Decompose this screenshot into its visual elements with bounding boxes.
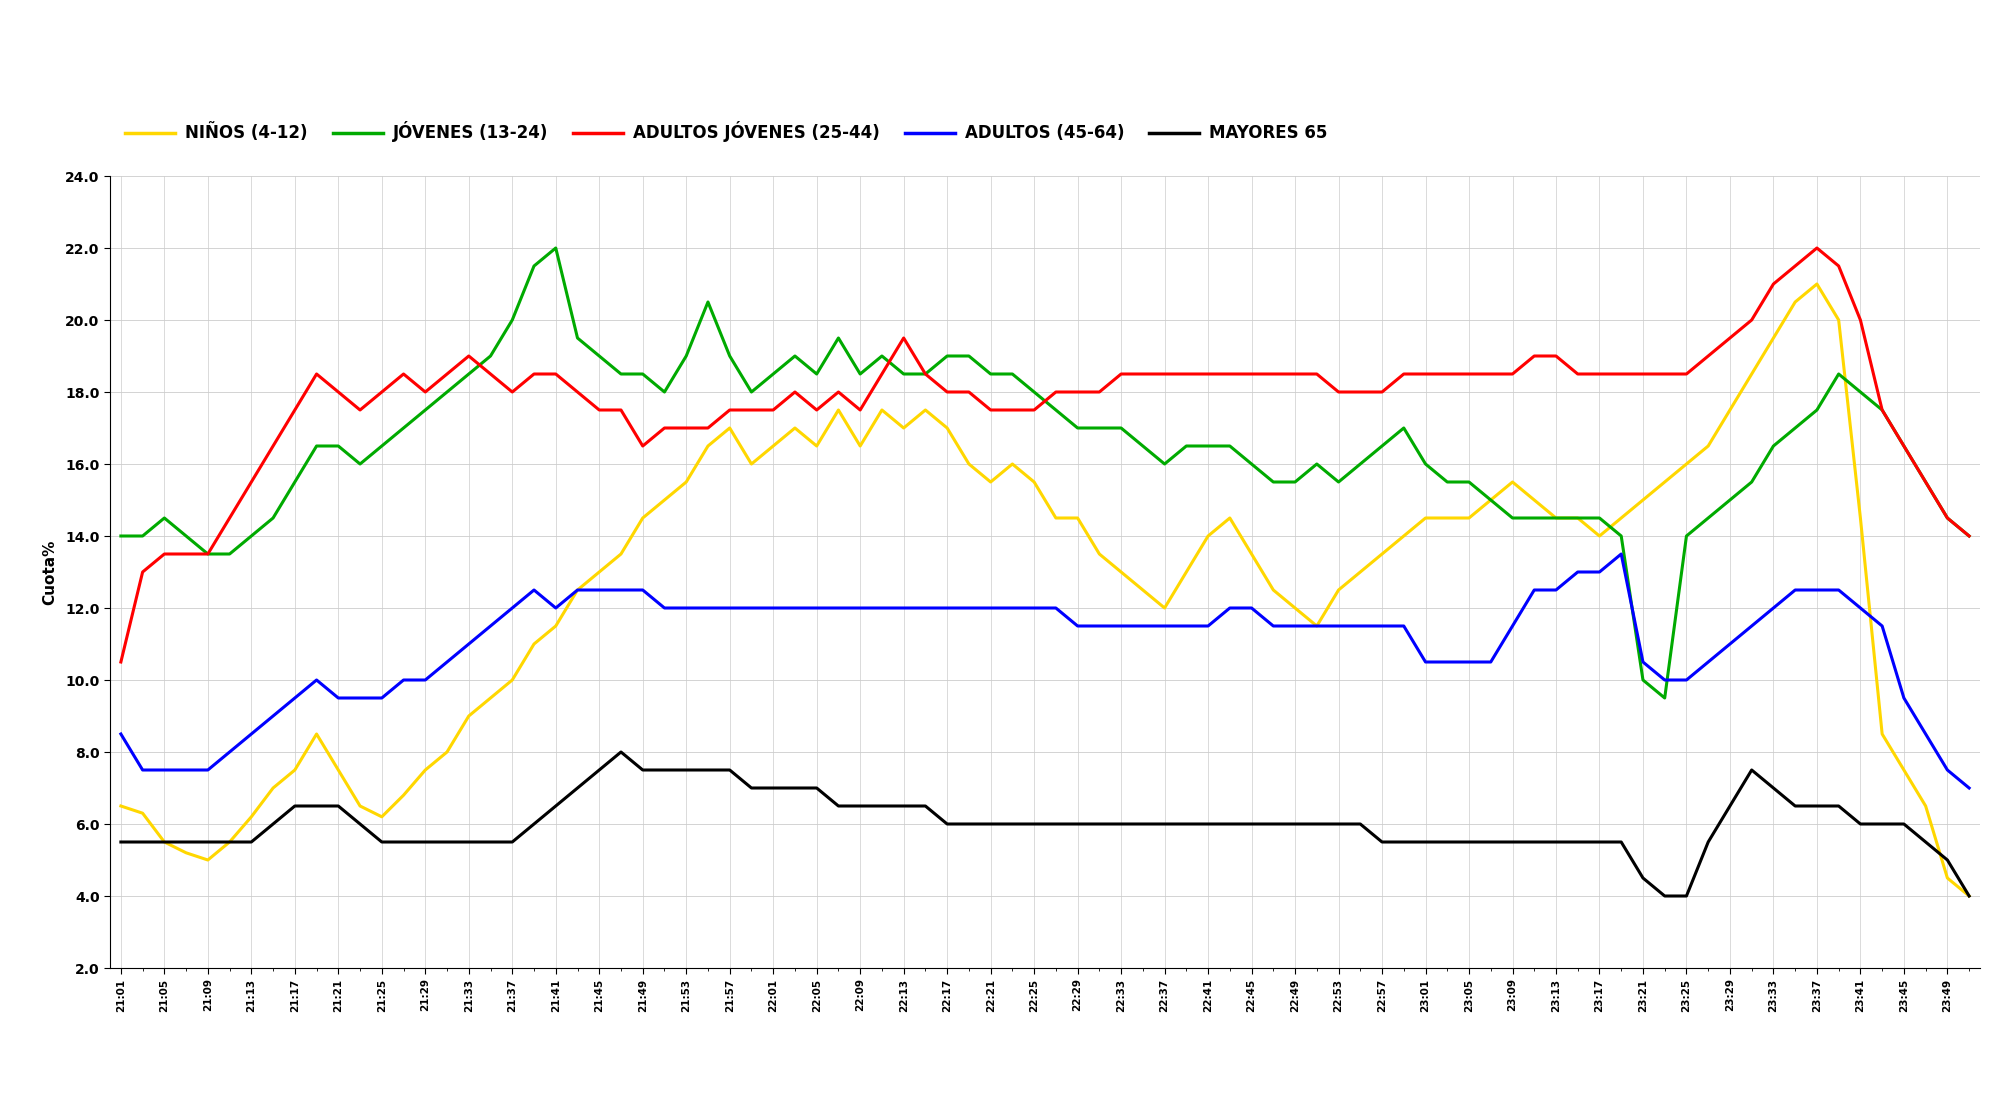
- NIÑOS (4-12): [1958, 890, 1982, 903]
- MAYORES 65: [1022, 817, 1046, 830]
- NIÑOS (4-12): [108, 800, 132, 813]
- ADULTOS JÓVENES (25-44): [1958, 529, 1982, 542]
- JÓVENES (13-24): [1958, 529, 1982, 542]
- MAYORES 65: [1718, 800, 1742, 813]
- Line: MAYORES 65: MAYORES 65: [120, 752, 1970, 896]
- ADULTOS (45-64): [196, 763, 220, 777]
- ADULTOS (45-64): [1000, 602, 1024, 615]
- ADULTOS JÓVENES (25-44): [196, 548, 220, 561]
- JÓVENES (13-24): [304, 439, 328, 452]
- ADULTOS (45-64): [108, 727, 132, 740]
- MAYORES 65: [1958, 890, 1982, 903]
- NIÑOS (4-12): [1804, 277, 1828, 290]
- NIÑOS (4-12): [1522, 494, 1546, 507]
- NIÑOS (4-12): [304, 727, 328, 740]
- MAYORES 65: [304, 800, 328, 813]
- Legend: NIÑOS (4-12), JÓVENES (13-24), ADULTOS JÓVENES (25-44), ADULTOS (45-64), MAYORES: NIÑOS (4-12), JÓVENES (13-24), ADULTOS J…: [118, 114, 1334, 150]
- MAYORES 65: [108, 835, 132, 848]
- ADULTOS JÓVENES (25-44): [1674, 367, 1698, 381]
- NIÑOS (4-12): [152, 835, 176, 848]
- NIÑOS (4-12): [1000, 458, 1024, 471]
- MAYORES 65: [608, 746, 632, 759]
- Line: NIÑOS (4-12): NIÑOS (4-12): [120, 284, 1970, 896]
- ADULTOS (45-64): [152, 763, 176, 777]
- NIÑOS (4-12): [196, 854, 220, 867]
- JÓVENES (13-24): [1652, 692, 1676, 705]
- JÓVENES (13-24): [196, 548, 220, 561]
- JÓVENES (13-24): [108, 529, 132, 542]
- MAYORES 65: [1544, 835, 1568, 848]
- ADULTOS JÓVENES (25-44): [152, 548, 176, 561]
- ADULTOS JÓVENES (25-44): [1804, 241, 1828, 254]
- ADULTOS (45-64): [1696, 656, 1720, 669]
- JÓVENES (13-24): [544, 241, 568, 254]
- ADULTOS JÓVENES (25-44): [1000, 404, 1024, 417]
- ADULTOS JÓVENES (25-44): [108, 656, 132, 669]
- Line: ADULTOS JÓVENES (25-44): ADULTOS JÓVENES (25-44): [120, 248, 1970, 662]
- Text: EUROVISION - MALMO 2024:SEMIFINALES - 09 MAY 2024: EUROVISION - MALMO 2024:SEMIFINALES - 09…: [338, 23, 1662, 65]
- ADULTOS JÓVENES (25-44): [1522, 350, 1546, 363]
- JÓVENES (13-24): [1022, 385, 1046, 398]
- Line: JÓVENES (13-24): JÓVENES (13-24): [120, 248, 1970, 698]
- ADULTOS (45-64): [1522, 583, 1546, 596]
- ADULTOS (45-64): [1958, 781, 1982, 794]
- MAYORES 65: [196, 835, 220, 848]
- Line: ADULTOS (45-64): ADULTOS (45-64): [120, 554, 1970, 788]
- JÓVENES (13-24): [1544, 512, 1568, 525]
- ADULTOS JÓVENES (25-44): [304, 367, 328, 381]
- ADULTOS (45-64): [304, 673, 328, 686]
- Y-axis label: Cuota%: Cuota%: [42, 539, 56, 605]
- ADULTOS (45-64): [1610, 548, 1634, 561]
- JÓVENES (13-24): [1718, 494, 1742, 507]
- NIÑOS (4-12): [1674, 458, 1698, 471]
- JÓVENES (13-24): [152, 512, 176, 525]
- MAYORES 65: [1652, 890, 1676, 903]
- MAYORES 65: [152, 835, 176, 848]
